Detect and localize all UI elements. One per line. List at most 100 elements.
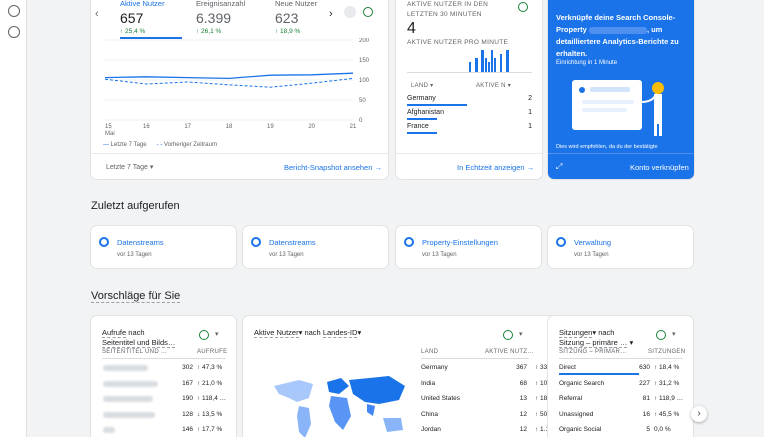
col-channel[interactable]: SITZUNG – PRIMÄR… <box>559 349 627 355</box>
col-views[interactable]: AUFRUFE <box>197 349 228 355</box>
col-country[interactable]: LAND <box>421 349 439 355</box>
minute-bar <box>469 62 472 72</box>
metric-tab-new-users[interactable]: Neue Nutzer 623 ↑ 18,9 % <box>275 0 330 39</box>
arrow-right-icon: → <box>374 163 383 172</box>
recent-item[interactable]: Datenstreams vor 13 Tagen <box>243 226 388 268</box>
user-count: 13 <box>519 395 527 402</box>
gear-icon <box>99 237 109 247</box>
redacted-page-title <box>103 380 158 387</box>
col-sessions[interactable]: SITZUNGEN <box>648 349 686 355</box>
user-change: ↑ 50,0 % <box>535 410 560 418</box>
table-row[interactable]: Afghanistan 1 <box>407 109 532 116</box>
views-change: ↑ 118,4 … <box>197 395 227 402</box>
expand-icon[interactable]: ⤢ <box>556 162 563 171</box>
minute-bar <box>487 62 490 72</box>
date-range-dropdown[interactable]: Letzte 7 Tage ▾ <box>106 164 154 171</box>
left-rail <box>0 0 27 437</box>
insight-badge-icon[interactable] <box>344 6 356 18</box>
redacted-page-title <box>103 411 155 418</box>
user-count: 1 <box>528 109 532 116</box>
views-change: ↑ 21,0 % <box>197 379 223 387</box>
minute-bar <box>506 50 509 72</box>
realtime-title: AKTIVE NUTZER IN DEN LETZTEN 30 MINUTEN <box>407 1 489 18</box>
views-value: 190 <box>182 395 193 402</box>
check-circle-icon <box>656 330 666 340</box>
channel-name: Organic Search <box>559 379 605 387</box>
user-count: 1 <box>528 123 532 130</box>
promo-text: Verknüpfe deine Search Console-Property … <box>556 13 679 58</box>
metric-change: ↑ 25,4 % <box>120 28 146 35</box>
user-change: ↑ 1.10… <box>535 426 559 433</box>
card-title: Aktive Nutzer▾ nach Landes-ID▾ <box>254 328 362 338</box>
prev-arrow-icon[interactable]: ‹ <box>95 8 99 20</box>
check-circle-icon <box>518 2 528 12</box>
recent-item-label: Verwaltung <box>574 238 612 247</box>
redacted-page-title <box>103 396 153 402</box>
realtime-subtitle: AKTIVE NUTZER PRO MINUTE <box>407 39 509 46</box>
y-tick-label: 200 <box>359 38 370 44</box>
session-count: 630 <box>639 364 650 371</box>
series-line-current <box>104 72 354 80</box>
recent-item[interactable]: Verwaltung vor 13 Tagen <box>548 226 693 268</box>
recent-item-time: vor 13 Tagen <box>117 252 152 258</box>
next-arrow-icon[interactable]: › <box>329 8 333 20</box>
col-page-title[interactable]: SEITENTITEL UND … <box>102 349 168 355</box>
check-circle-icon <box>503 330 513 340</box>
user-count: 12 <box>519 426 527 433</box>
col-country[interactable]: LAND ▾ <box>411 83 434 89</box>
recent-title: Zuletzt aufgerufen <box>91 200 180 212</box>
recent-item-label: Datenstreams <box>269 238 316 247</box>
y-tick-label: 50 <box>359 98 366 104</box>
metric-tab-active-users[interactable]: Aktive Nutzer 657 ↑ 25,4 % <box>120 0 182 39</box>
chevron-down-icon[interactable]: ▾ <box>672 331 676 338</box>
chevron-down-icon[interactable]: ▾ <box>519 331 523 338</box>
metric-tab-event-count[interactable]: Ereignisanzahl 6.399 ↑ 26,1 % <box>196 0 258 39</box>
views-value: 302 <box>182 364 193 371</box>
x-tick-label: 16 <box>143 124 150 130</box>
metric-label: Ereignisanzahl <box>196 0 246 8</box>
minute-bar <box>490 50 494 72</box>
minute-bar <box>500 54 503 72</box>
search-settings-icon[interactable] <box>8 26 20 38</box>
metric-label: Aktive Nutzer <box>120 0 165 8</box>
gear-icon <box>404 237 414 247</box>
x-tick-label: 20 <box>308 124 315 130</box>
col-active-users[interactable]: AKTIVE NUTZ… <box>485 349 534 355</box>
table-row[interactable]: France 1 <box>407 123 532 130</box>
metric-value: 6.399 <box>196 10 232 26</box>
session-change: ↑ 31,2 % <box>654 379 680 387</box>
user-change: ↑ 100… <box>535 379 558 387</box>
views-value: 167 <box>182 379 193 387</box>
minute-bar <box>475 58 478 72</box>
overview-card: ‹ Aktive Nutzer 657 ↑ 25,4 % Ereignisanz… <box>91 0 388 179</box>
x-tick-label: 18 <box>226 124 233 130</box>
snapshot-link[interactable]: Bericht-Snapshot ansehen → <box>284 163 382 172</box>
views-change: ↑ 17,7 % <box>197 426 223 433</box>
next-suggestions-button[interactable]: › <box>691 406 707 422</box>
y-tick-label: 100 <box>359 78 370 84</box>
insights-icon[interactable] <box>8 5 20 17</box>
country-name: United States <box>421 395 461 402</box>
country-name: Germany <box>421 364 448 371</box>
chevron-down-icon[interactable]: ▾ <box>215 331 219 338</box>
x-tick-label: 19 <box>267 124 274 130</box>
check-circle-icon <box>199 330 209 340</box>
world-map <box>274 376 405 437</box>
channel-name: Referral <box>559 395 583 402</box>
recent-item[interactable]: Property-Einstellungen vor 13 Tagen <box>396 226 541 268</box>
metric-change: ↑ 18,9 % <box>275 28 301 35</box>
x-tick-label: 21 <box>350 124 357 130</box>
per-minute-bars <box>407 50 532 72</box>
recent-item[interactable]: Datenstreams vor 13 Tagen <box>91 226 236 268</box>
country-name: Afghanistan <box>407 109 444 116</box>
recent-item-time: vor 13 Tagen <box>269 252 304 258</box>
link-account-button[interactable]: Konto verknüpfen <box>630 163 689 172</box>
table-row[interactable]: Germany 2 <box>407 95 532 102</box>
realtime-link[interactable]: In Echtzeit anzeigen → <box>457 163 535 172</box>
suggestions-title: Vorschläge für Sie <box>91 290 181 303</box>
country-name: India <box>421 379 436 387</box>
legend-previous: - - Vorheriger Zeitraum <box>156 142 217 148</box>
row-bar <box>407 132 437 134</box>
session-change: ↑ 45,5 % <box>654 410 680 418</box>
col-users[interactable]: AKTIVE N ▾ <box>476 83 512 89</box>
